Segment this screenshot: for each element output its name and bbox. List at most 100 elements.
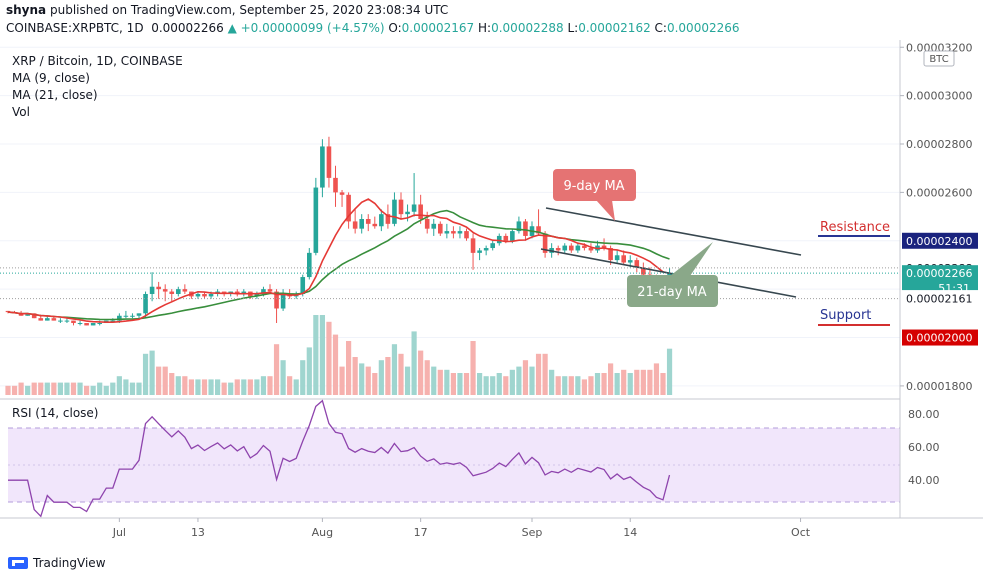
candle-body bbox=[418, 204, 423, 219]
time-axis[interactable]: Jul 13 Aug 17 Sep 14 Oct bbox=[112, 518, 811, 539]
candle-body bbox=[424, 219, 430, 229]
tradingview-logo-icon bbox=[8, 557, 28, 569]
volume-bar bbox=[404, 366, 411, 395]
volume-bar bbox=[359, 363, 365, 395]
volume-bar bbox=[221, 382, 227, 395]
price-tick-label: 0.00003200 bbox=[906, 41, 972, 54]
volume-bar bbox=[653, 363, 660, 395]
volume-bar bbox=[169, 373, 175, 395]
price-badge-label: 0.00002400 bbox=[906, 235, 972, 248]
candle-body bbox=[208, 293, 214, 297]
volume-bar bbox=[444, 369, 450, 395]
volume-bar bbox=[44, 382, 50, 395]
volume-bar bbox=[234, 379, 240, 395]
candle-body bbox=[555, 248, 561, 251]
volume-bar bbox=[84, 385, 90, 395]
volume-bar bbox=[332, 334, 339, 395]
candle-body bbox=[176, 289, 181, 294]
price-level-lines bbox=[0, 267, 900, 300]
candle-body bbox=[5, 310, 11, 313]
candle-body bbox=[359, 219, 364, 229]
volume-bar bbox=[260, 376, 267, 395]
high-label: H: bbox=[478, 21, 492, 35]
volume-bar bbox=[575, 376, 581, 395]
channel-upper-line bbox=[545, 207, 802, 256]
volume-bar bbox=[503, 376, 509, 395]
volume-bar bbox=[103, 385, 109, 395]
volume-bar bbox=[666, 348, 673, 395]
author-name: shyna bbox=[6, 3, 47, 17]
volume-bar bbox=[175, 376, 181, 395]
volume-bar bbox=[110, 382, 116, 395]
volume-bar bbox=[431, 366, 437, 395]
open-value: 0.00002167 bbox=[401, 21, 475, 35]
volume-bar bbox=[287, 376, 293, 395]
volume-bar bbox=[11, 385, 18, 395]
volume-bar bbox=[90, 385, 96, 395]
volume-bar bbox=[391, 344, 398, 395]
channel-lower-line bbox=[540, 248, 797, 298]
volume-bar bbox=[352, 357, 358, 395]
rsi-tick-label: 60.00 bbox=[908, 441, 940, 454]
volume-bar bbox=[136, 382, 142, 395]
volume-bar bbox=[142, 353, 149, 395]
high-value: 0.00002288 bbox=[491, 21, 564, 35]
candle-body bbox=[326, 146, 332, 178]
volume-bar bbox=[31, 382, 37, 395]
candle-body bbox=[542, 233, 548, 253]
candle-body bbox=[38, 318, 44, 321]
candle-body bbox=[195, 293, 201, 297]
candle-body bbox=[621, 255, 626, 263]
volume-bar bbox=[306, 347, 312, 395]
candle-body bbox=[280, 293, 286, 309]
candle-body bbox=[333, 177, 338, 193]
candle-body bbox=[365, 219, 371, 224]
footer: TradingView bbox=[8, 556, 106, 570]
candle-body bbox=[575, 245, 581, 251]
candle-body bbox=[162, 289, 168, 292]
ma9-annotation: 9-day MA bbox=[553, 169, 636, 221]
low-value: 0.00002162 bbox=[578, 21, 651, 35]
volume-bar bbox=[280, 360, 286, 395]
volume-bar bbox=[634, 369, 640, 395]
volume-bar bbox=[162, 366, 168, 395]
volume-bar bbox=[457, 373, 463, 395]
candle-body bbox=[490, 243, 495, 249]
price-axis[interactable]: 0.00003200 0.00003000 0.00002800 0.00002600… bbox=[900, 41, 972, 393]
candle-body bbox=[123, 315, 129, 317]
price-badge-box bbox=[902, 265, 978, 282]
volume-bars bbox=[5, 315, 673, 395]
chart-legend: XRP / Bitcoin, 1D, COINBASE MA (9, close… bbox=[12, 53, 183, 121]
volume-bar bbox=[549, 369, 555, 395]
time-tick-label: Jul bbox=[112, 526, 126, 539]
volume-bar bbox=[418, 350, 424, 395]
time-tick-label: Aug bbox=[312, 526, 333, 539]
volume-bar bbox=[346, 341, 352, 395]
candle-body bbox=[496, 235, 502, 244]
volume-bar bbox=[254, 379, 260, 395]
candle-body bbox=[582, 245, 587, 249]
legend-vol: Vol bbox=[12, 105, 30, 119]
volume-bar bbox=[228, 382, 234, 395]
candle-body bbox=[601, 245, 607, 249]
volume-bar bbox=[339, 366, 345, 395]
volume-bar bbox=[116, 376, 122, 395]
volume-bar bbox=[378, 360, 384, 395]
low-label: L: bbox=[567, 21, 579, 35]
ma21-box bbox=[627, 275, 718, 307]
candle-body bbox=[483, 248, 489, 251]
rsi-label: RSI (14, close) bbox=[12, 406, 98, 420]
candle-body bbox=[130, 315, 135, 317]
volume-bar bbox=[57, 382, 63, 395]
candle-body bbox=[641, 267, 646, 275]
volume-bar bbox=[529, 366, 535, 395]
volume-bar bbox=[477, 373, 483, 395]
candle-body bbox=[77, 323, 83, 325]
volume-bar bbox=[267, 376, 273, 395]
volume-bar bbox=[411, 331, 417, 395]
candle-body bbox=[234, 291, 240, 294]
ma21-annotation: 21-day MA bbox=[627, 242, 718, 307]
volume-bar bbox=[51, 382, 57, 395]
candle-body bbox=[71, 320, 76, 324]
